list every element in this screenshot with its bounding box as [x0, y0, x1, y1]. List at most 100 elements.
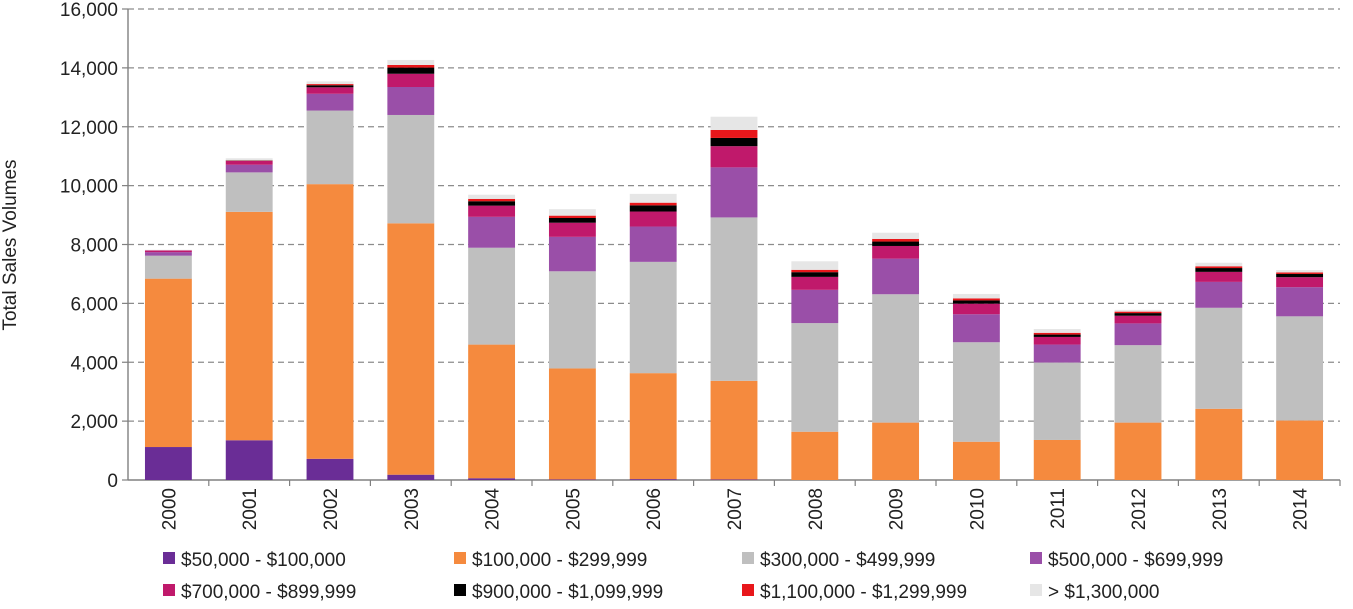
legend-swatch — [742, 584, 754, 596]
bar-segment — [306, 81, 354, 85]
bar-segment — [629, 479, 677, 480]
bar-segment — [872, 232, 920, 239]
bar-segment — [710, 217, 758, 381]
bar-segment — [1033, 344, 1081, 363]
bar-segment — [144, 447, 192, 480]
legend-swatch — [163, 552, 175, 564]
bar-segment — [1276, 272, 1324, 274]
bar-segment — [1276, 287, 1324, 317]
bar-segment — [1033, 328, 1081, 333]
bar-segment — [629, 205, 677, 212]
bar-segment — [144, 249, 192, 251]
legend-label: $500,000 - $699,999 — [1048, 550, 1223, 571]
bar-segment — [1033, 334, 1081, 337]
bar-segment — [1195, 262, 1243, 267]
x-tick-label: 2005 — [563, 488, 584, 530]
bar-segment — [548, 222, 596, 237]
bar-segment — [468, 194, 516, 199]
bar-segment — [629, 193, 677, 203]
y-tick-label: 8,000 — [70, 236, 118, 257]
bar-segment — [548, 479, 596, 480]
x-tick-labels: 2000 2001 2002 2003 2004 2005 2006 2007 2008 2009… — [159, 488, 1311, 531]
bar-segment — [1033, 439, 1081, 480]
bar-segment — [387, 64, 435, 68]
bar-segment — [1114, 323, 1162, 346]
bar-segment — [1114, 422, 1162, 480]
x-tick-label: 2000 — [159, 488, 180, 530]
x-tick-label: 2008 — [806, 488, 827, 530]
bar-segment — [952, 303, 1000, 315]
bar-segment — [629, 373, 677, 480]
bar-segment — [144, 278, 192, 448]
x-tick-label: 2001 — [240, 488, 261, 530]
bar-segment — [710, 146, 758, 168]
bar-segment — [1195, 271, 1243, 282]
bar-segment — [468, 205, 516, 217]
bar-segment — [791, 261, 839, 270]
bar-segment — [387, 474, 435, 480]
bar-segment — [1195, 408, 1243, 480]
y-tick-label: 10,000 — [60, 177, 118, 198]
bar-segment — [144, 252, 192, 256]
legend-label: $1,100,000 - $1,299,999 — [760, 582, 967, 603]
bar-segment — [952, 441, 1000, 480]
bar-segment — [1276, 277, 1324, 288]
bar-segment — [791, 276, 839, 290]
x-tick-label: 2011 — [1048, 488, 1069, 529]
legend-label: $700,000 - $899,999 — [181, 582, 356, 603]
bar-segment — [710, 167, 758, 218]
bar-segment — [548, 209, 596, 216]
bar-segment — [225, 164, 273, 173]
bar-segment — [225, 440, 273, 480]
x-tick-label: 2014 — [1291, 488, 1312, 531]
bar-segment — [468, 216, 516, 248]
legend-label: $900,000 - $1,099,999 — [472, 582, 663, 603]
bar-segment — [306, 93, 354, 111]
bar-segment — [225, 172, 273, 212]
bar-segment — [225, 211, 273, 441]
bar-segment — [1114, 309, 1162, 312]
bar-segment — [872, 241, 920, 246]
bar-segment — [791, 323, 839, 432]
bar-segment — [629, 226, 677, 262]
bar-segment — [306, 87, 354, 94]
legend-label: $100,000 - $299,999 — [472, 550, 647, 571]
bar-segment — [1195, 268, 1243, 272]
bar-segment — [629, 261, 677, 374]
bar-segment — [872, 238, 920, 242]
x-tick-label: 2010 — [967, 488, 988, 530]
bars — [144, 59, 1324, 480]
bar-segment — [1033, 332, 1081, 335]
bar-segment — [548, 368, 596, 480]
x-tick-label: 2006 — [644, 488, 665, 530]
bar-segment — [872, 294, 920, 423]
x-tick-label: 2002 — [321, 488, 342, 530]
bar-segment — [710, 137, 758, 147]
bar-segment — [1276, 316, 1324, 421]
bar-segment — [1195, 281, 1243, 308]
bar-segment — [144, 255, 192, 279]
bar-segment — [225, 160, 273, 165]
bar-segment — [791, 289, 839, 324]
bar-segment — [1276, 273, 1324, 278]
bar-segment — [872, 422, 920, 480]
legend: $50,000 - $100,000 $100,000 - $299,999 $30… — [163, 550, 1223, 603]
y-axis-title: Total Sales Volumes — [0, 159, 21, 330]
x-tick-label: 2012 — [1129, 488, 1150, 530]
bar-segment — [952, 342, 1000, 442]
bar-segment — [872, 258, 920, 295]
bar-segment — [306, 184, 354, 459]
bar-segment — [710, 380, 758, 480]
bar-segment — [306, 84, 354, 86]
y-tick-label: 4,000 — [70, 353, 118, 374]
bar-segment — [952, 298, 1000, 301]
bar-segment — [791, 269, 839, 273]
y-tick-label: 0 — [107, 471, 118, 492]
bar-segment — [225, 158, 273, 161]
y-tick-label: 6,000 — [70, 294, 118, 315]
legend-swatch — [1030, 584, 1042, 596]
bar-segment — [387, 114, 435, 224]
bar-segment — [872, 245, 920, 259]
legend-swatch — [454, 584, 466, 596]
